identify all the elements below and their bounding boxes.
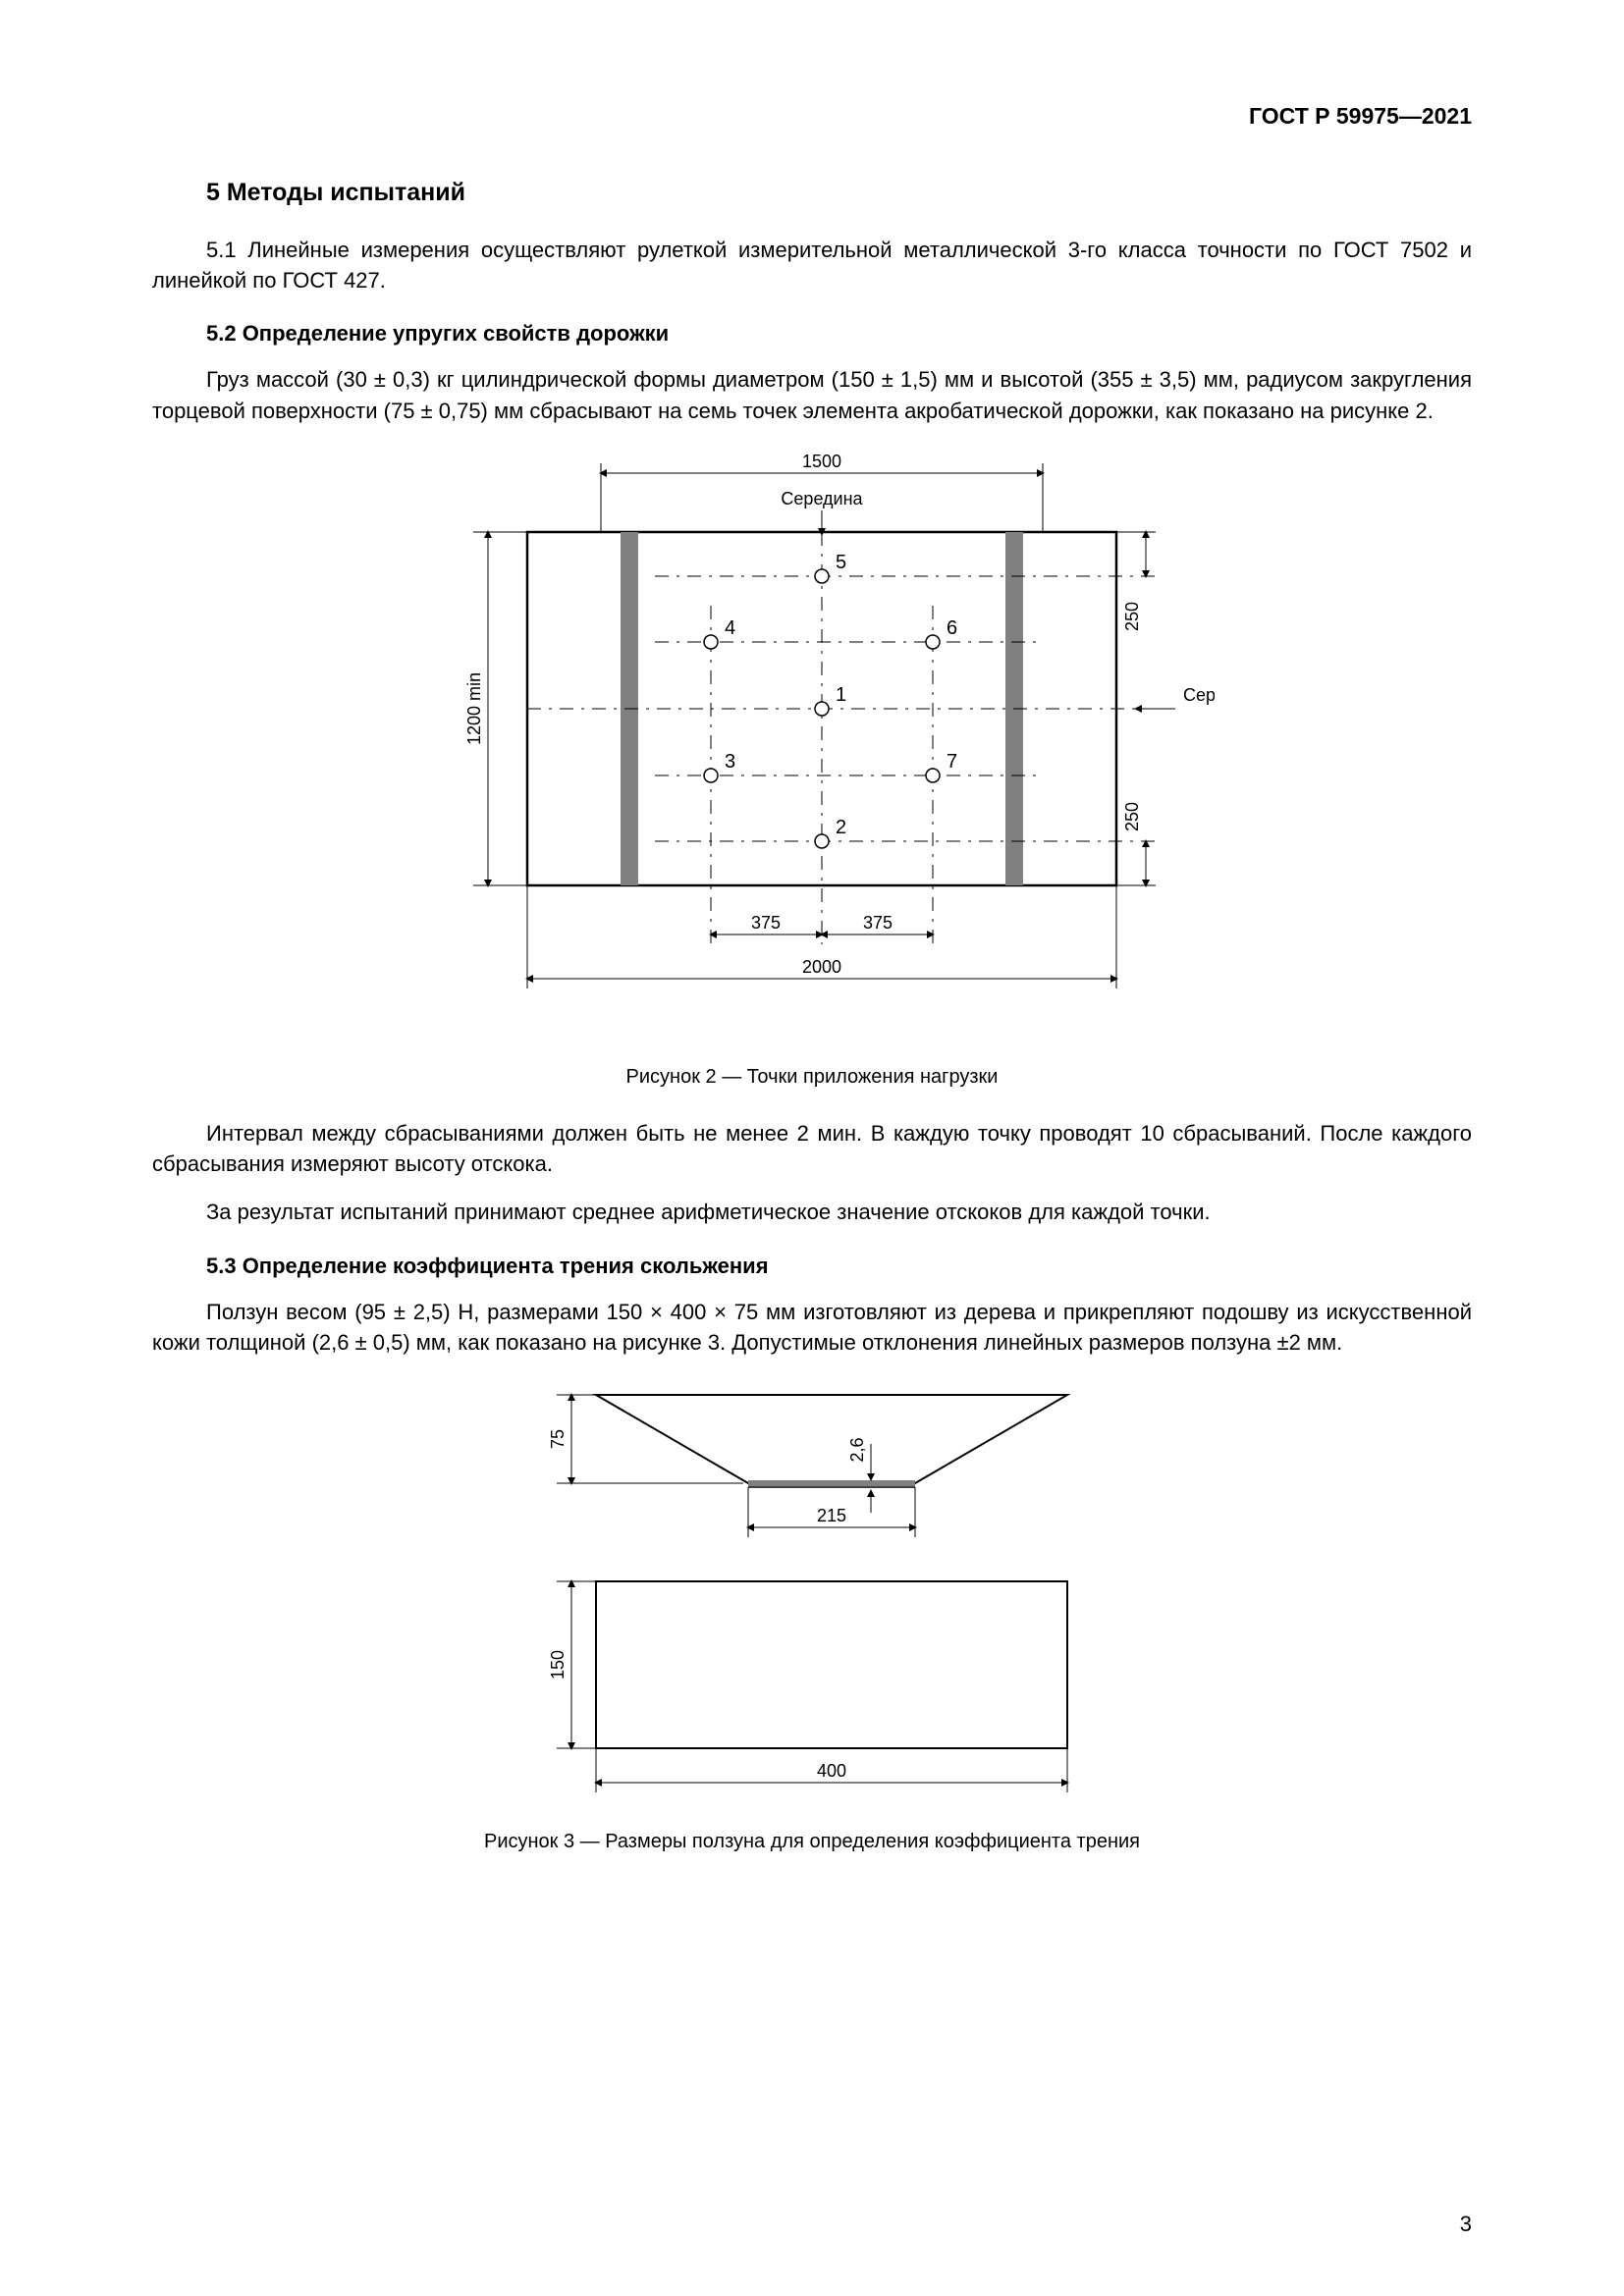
- section-5-title: 5 Методы испытаний: [206, 179, 1472, 207]
- fig2-dim-1500: 1500: [802, 452, 841, 471]
- figure-2-diagram: 1500 Середина: [409, 444, 1215, 1042]
- paragraph-5-2: Груз массой (30 ± 0,3) кг цилиндрической…: [152, 364, 1472, 425]
- fig2-dim-250-bot: 250: [1122, 802, 1142, 831]
- fig2-dim-375-l: 375: [751, 913, 781, 933]
- fig2-point-4: 4: [725, 617, 735, 639]
- fig2-point-5: 5: [836, 552, 846, 573]
- fig2-point-3: 3: [725, 751, 735, 773]
- subsection-5-2-title: 5.2 Определение упругих свойств дорожки: [206, 321, 1472, 347]
- figure-3-caption: Рисунок 3 — Размеры ползуна для определе…: [152, 1831, 1472, 1853]
- fig3-dim-75: 75: [548, 1429, 568, 1449]
- fig2-dim-1200: 1200 min: [464, 672, 484, 745]
- fig3-dim-150: 150: [548, 1650, 568, 1680]
- fig3-dim-2-6: 2,6: [847, 1438, 867, 1463]
- fig2-label-mid-top: Середина: [781, 489, 863, 508]
- fig2-point-2: 2: [836, 817, 846, 838]
- figure-2-caption: Рисунок 2 — Точки приложения нагрузки: [152, 1066, 1472, 1089]
- paragraph-5-3: Ползун весом (95 ± 2,5) Н, размерами 150…: [152, 1297, 1472, 1358]
- page-number: 3: [1460, 2212, 1472, 2237]
- fig3-dim-400: 400: [817, 1761, 846, 1781]
- fig2-point-7: 7: [947, 751, 957, 773]
- fig2-point-6: 6: [947, 617, 957, 639]
- fig2-label-mid-right: Середина: [1183, 685, 1215, 705]
- paragraph-5-2b: За результат испытаний принимают среднее…: [152, 1197, 1472, 1227]
- fig2-point-1: 1: [836, 684, 846, 706]
- paragraph-5-2a: Интервал между сбрасываниями должен быть…: [152, 1118, 1472, 1179]
- figure-3-diagram: 75 2,6 215 150 400: [478, 1375, 1146, 1807]
- subsection-5-3-title: 5.3 Определение коэффициента трения скол…: [206, 1254, 1472, 1279]
- fig3-dim-215: 215: [817, 1506, 846, 1525]
- fig2-dim-375-r: 375: [863, 913, 893, 933]
- paragraph-5-1: 5.1 Линейные измерения осуществляют руле…: [152, 235, 1472, 295]
- document-header: ГОСТ Р 59975—2021: [152, 103, 1472, 130]
- page: ГОСТ Р 59975—2021 5 Методы испытаний 5.1…: [0, 0, 1624, 2296]
- fig2-dim-250-top: 250: [1122, 602, 1142, 631]
- fig2-dim-2000: 2000: [802, 957, 841, 977]
